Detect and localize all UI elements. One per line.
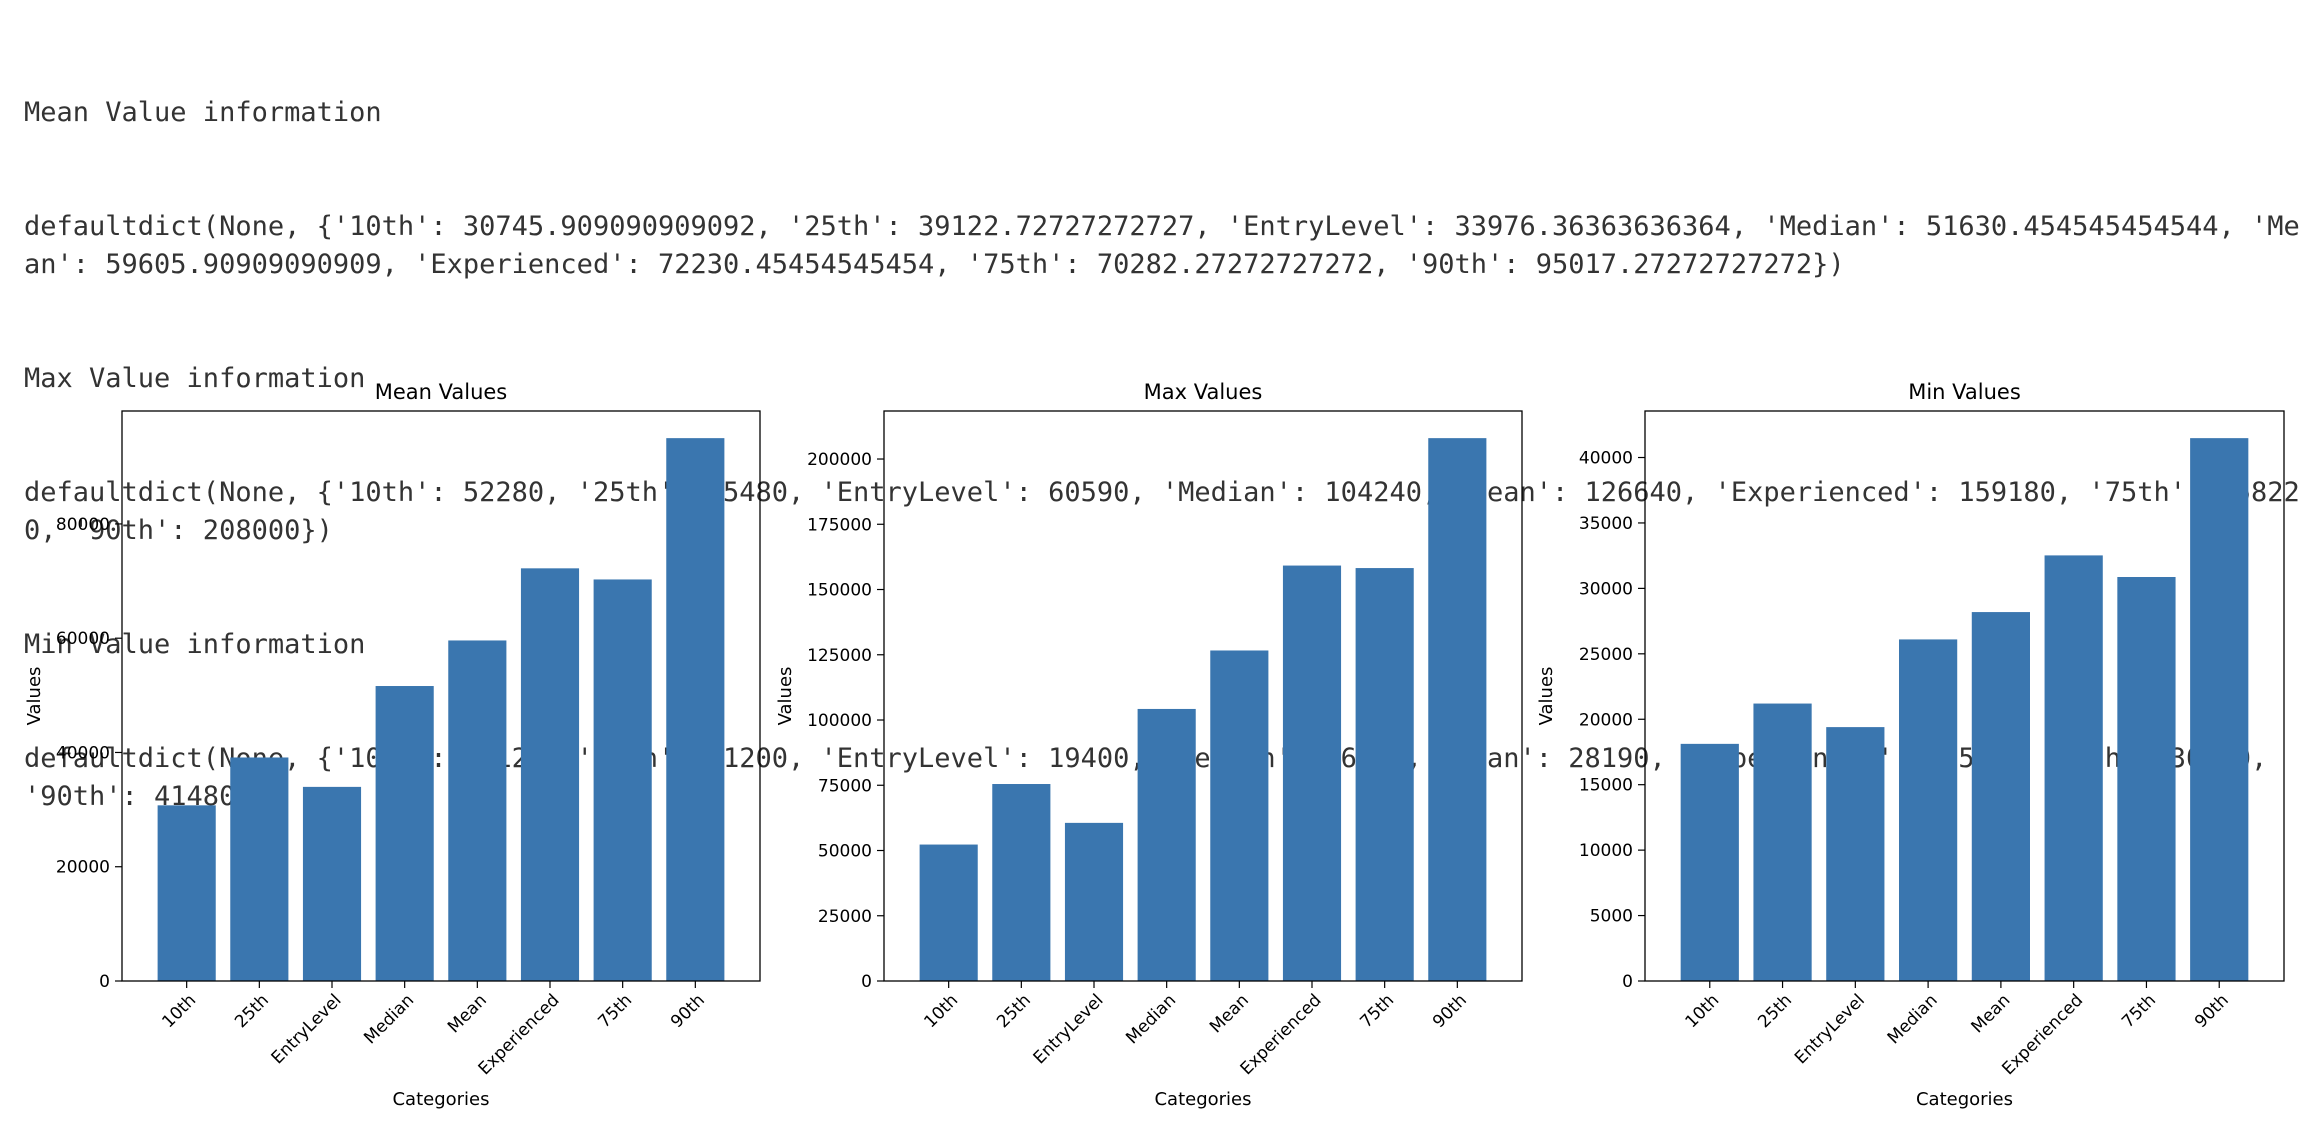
y-tick-label: 50000 [818, 842, 872, 862]
bar-25th [230, 757, 289, 981]
x-tick-label: EntryLevel [268, 990, 346, 1068]
y-axis-label: Values [775, 667, 796, 726]
x-tick-label: Mean [1206, 990, 1253, 1037]
x-axis-label: Categories [1916, 1089, 2013, 1110]
x-tick-label: Median [1122, 990, 1180, 1048]
x-tick-label: 25th [1754, 990, 1796, 1032]
x-tick-label: EntryLevel [1030, 990, 1108, 1068]
x-tick-label: 75th [2118, 990, 2160, 1032]
bar-90th [2190, 438, 2249, 981]
bar-experienced [1282, 565, 1342, 981]
y-tick-label: 60000 [56, 629, 110, 649]
x-tick-label: 25th [993, 990, 1035, 1032]
y-tick-label: 80000 [56, 515, 110, 535]
x-tick-label: 90th [2191, 990, 2233, 1032]
x-axis-label: Categories [1154, 1089, 1251, 1110]
y-axis-label: Values [1536, 667, 1557, 726]
y-tick-label: 175000 [807, 515, 872, 535]
bar-10th [157, 805, 216, 981]
x-tick-label: 90th [667, 990, 709, 1032]
y-axis-label: Values [24, 667, 45, 726]
chart-title: Min Values [1908, 380, 2021, 404]
bar-25th [1753, 703, 1812, 981]
bar-75th [2117, 577, 2176, 981]
bar-mean [1971, 612, 2030, 981]
y-tick-label: 15000 [1579, 776, 1633, 796]
bar-median [375, 686, 434, 981]
bar-90th [1428, 438, 1487, 981]
bar-entrylevel [302, 786, 362, 981]
y-tick-label: 200000 [807, 450, 872, 470]
y-tick-label: 40000 [1579, 449, 1633, 469]
y-tick-label: 30000 [1579, 579, 1633, 599]
y-tick-label: 150000 [807, 581, 872, 601]
mean-info-header: Mean Value information [24, 97, 382, 128]
y-tick-label: 0 [861, 972, 872, 992]
x-axis-label: Categories [392, 1089, 489, 1110]
bar-median [1137, 708, 1196, 981]
y-tick-label: 10000 [1579, 841, 1633, 861]
x-tick-label: Mean [1968, 990, 2015, 1037]
y-tick-label: 125000 [807, 646, 872, 666]
y-tick-label: 5000 [1590, 907, 1633, 927]
chart-2: 0 25000 50000 75000 100000 125000 150000 175000… [775, 380, 1523, 1110]
x-tick-label: 75th [1356, 990, 1398, 1032]
bar-entrylevel [1826, 727, 1885, 981]
bar-90th [666, 438, 725, 981]
mean-info-dict: defaultdict(None, {'10th': 30745.9090909… [24, 211, 2300, 280]
x-tick-label: 25th [231, 990, 273, 1032]
bar-75th [1355, 568, 1414, 981]
bar-mean [448, 640, 507, 981]
x-tick-label: 90th [1429, 990, 1471, 1032]
y-tick-label: 35000 [1579, 514, 1633, 534]
bar-10th [919, 844, 978, 981]
y-tick-label: 0 [1622, 972, 1633, 992]
bar-10th [1680, 743, 1739, 981]
bar-median [1899, 639, 1958, 981]
y-tick-label: 25000 [818, 907, 872, 927]
plot-frame [1644, 410, 2285, 982]
y-tick-label: 25000 [1579, 645, 1633, 665]
bar-25th [992, 784, 1051, 981]
x-tick-label: 10th [920, 990, 962, 1032]
min-info-header: Min Value information [24, 629, 366, 660]
chart-title: Max Values [1144, 380, 1263, 404]
x-tick-label: 75th [594, 990, 636, 1032]
x-tick-label: EntryLevel [1791, 990, 1869, 1068]
bar-experienced [2044, 555, 2103, 981]
max-info-header: Max Value information [24, 363, 366, 394]
bar-entrylevel [1064, 822, 1124, 981]
x-tick-label: Median [1884, 990, 1942, 1048]
bar-75th [593, 579, 652, 981]
y-tick-label: 40000 [56, 743, 110, 763]
bar-experienced [520, 568, 580, 981]
y-tick-label: 75000 [818, 776, 872, 796]
y-tick-label: 20000 [56, 858, 110, 878]
chart-title: Mean Values [375, 380, 508, 404]
y-tick-label: 20000 [1579, 710, 1633, 730]
plot-frame [121, 410, 761, 982]
bar-mean [1210, 650, 1269, 981]
chart-3: 0 5000 10000 15000 20000 25000 30000 35000 40000… [1536, 380, 2285, 1110]
x-tick-label: Median [360, 990, 418, 1048]
x-tick-label: Mean [444, 990, 491, 1037]
x-tick-label: 10th [1682, 990, 1724, 1032]
y-tick-label: 0 [99, 972, 110, 992]
y-tick-label: 100000 [807, 711, 872, 731]
plot-frame [883, 410, 1523, 982]
x-tick-label: 10th [158, 990, 200, 1032]
